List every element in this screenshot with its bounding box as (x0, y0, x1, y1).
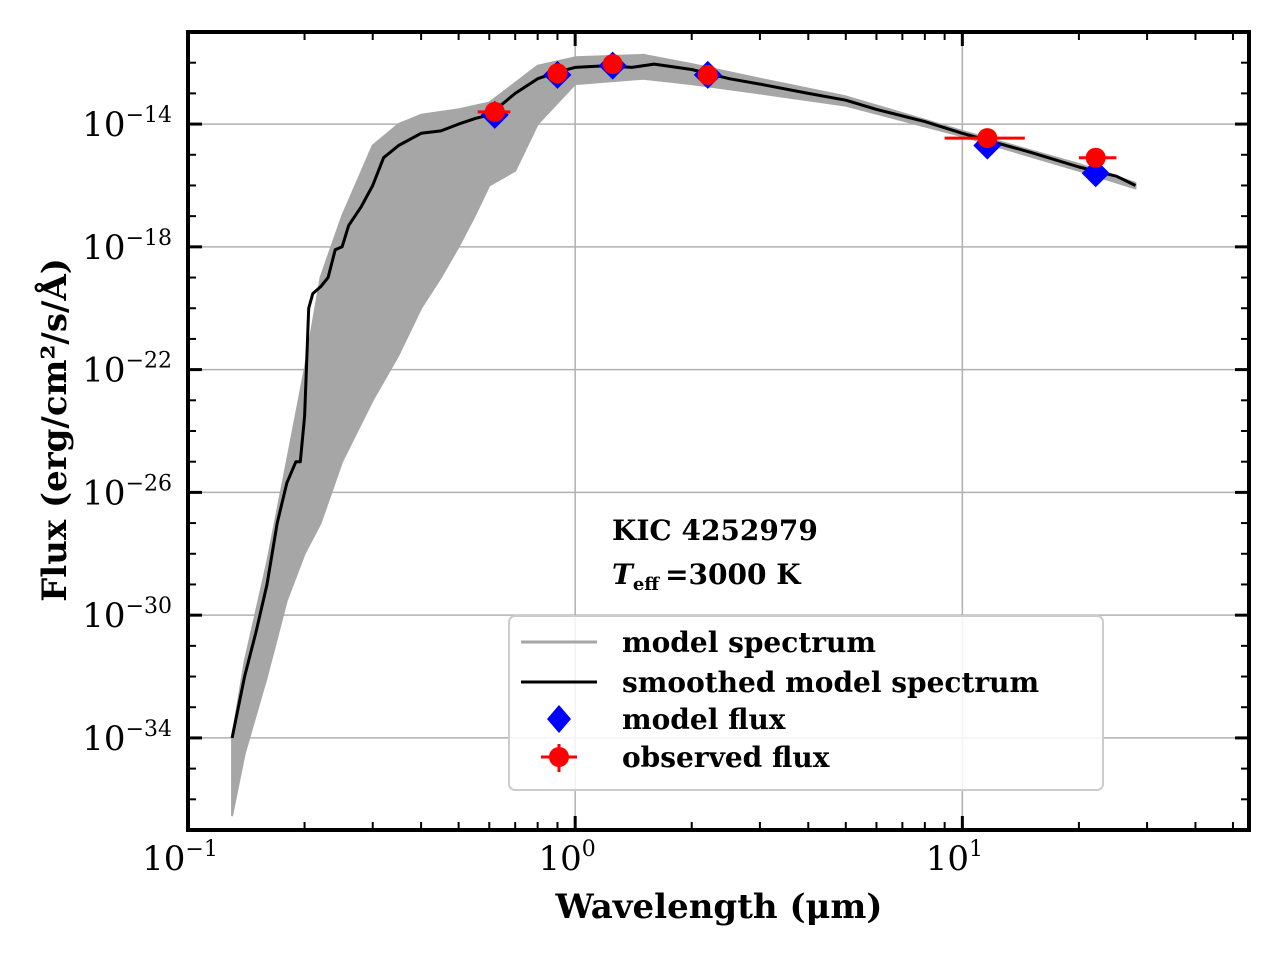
smoothed-model-spectrum-line (230, 62, 1137, 739)
y-tick-base: 10 (82, 105, 125, 145)
teff-symbol: T (612, 558, 635, 591)
x-tick-label: 10−1 (142, 837, 218, 879)
y-tick-exponent: −26 (126, 471, 172, 496)
legend-label-model-spectrum: model spectrum (622, 626, 876, 659)
teff-subscript: eff (633, 574, 660, 595)
y-tick-base: 10 (82, 351, 125, 391)
legend-marker-observed-flux (549, 747, 569, 767)
y-tick-label: 10−18 (82, 226, 172, 268)
model-spectrum-band (231, 53, 1137, 817)
observed-flux-point (697, 64, 718, 85)
teff-value: =3000 K (665, 558, 802, 591)
y-tick-base: 10 (82, 473, 125, 513)
x-tick-exponent: 0 (582, 837, 596, 862)
y-tick-label: 10−26 (82, 471, 172, 513)
y-tick-label: 10−22 (82, 349, 172, 391)
y-tick-exponent: −14 (126, 103, 172, 128)
legend-box (508, 615, 1104, 791)
y-tick-exponent: −30 (126, 594, 172, 619)
legend-label-model-flux: model flux (622, 703, 786, 736)
y-tick-exponent: −18 (126, 226, 172, 251)
observed-flux-point (1085, 147, 1106, 168)
y-tick-exponent: −22 (126, 349, 172, 374)
observed-flux-point (602, 54, 623, 75)
x-tick-base: 10 (926, 839, 969, 879)
x-tick-base: 10 (142, 839, 185, 879)
y-tick-label: 10−30 (82, 594, 172, 636)
flux-points-layer (477, 51, 1117, 188)
y-tick-label: 10−14 (82, 103, 172, 145)
y-tick-base: 10 (82, 719, 125, 759)
y-axis-label: Flux (erg/cm²/s/Å) (34, 258, 75, 602)
x-tick-base: 10 (539, 839, 582, 879)
axis-ticks (186, 31, 1249, 831)
model-flux-point (1081, 159, 1110, 188)
teff-annotation: Teff =3000 K (612, 558, 802, 595)
legend-label-observed-flux: observed flux (622, 741, 830, 774)
observed-flux-point (547, 63, 568, 84)
observed-flux-point (484, 101, 505, 122)
x-tick-exponent: −1 (185, 837, 217, 862)
object-name-annotation: KIC 4252979 (612, 514, 818, 547)
legend-label-smoothed: smoothed model spectrum (622, 666, 1039, 699)
y-tick-base: 10 (82, 228, 125, 268)
spectrum-layer (230, 53, 1137, 817)
observed-flux-point (977, 128, 998, 149)
x-tick-exponent: 1 (969, 837, 983, 862)
x-tick-label: 101 (926, 837, 983, 879)
legend: model spectrum smoothed model spectrum m… (508, 615, 1104, 791)
y-tick-base: 10 (82, 596, 125, 636)
y-tick-exponent: −34 (126, 717, 172, 742)
legend-marker-model-flux (547, 705, 571, 733)
x-axis-label: Wavelength (μm) (555, 887, 883, 927)
y-tick-label: 10−34 (82, 717, 172, 759)
x-tick-label: 100 (539, 837, 596, 879)
